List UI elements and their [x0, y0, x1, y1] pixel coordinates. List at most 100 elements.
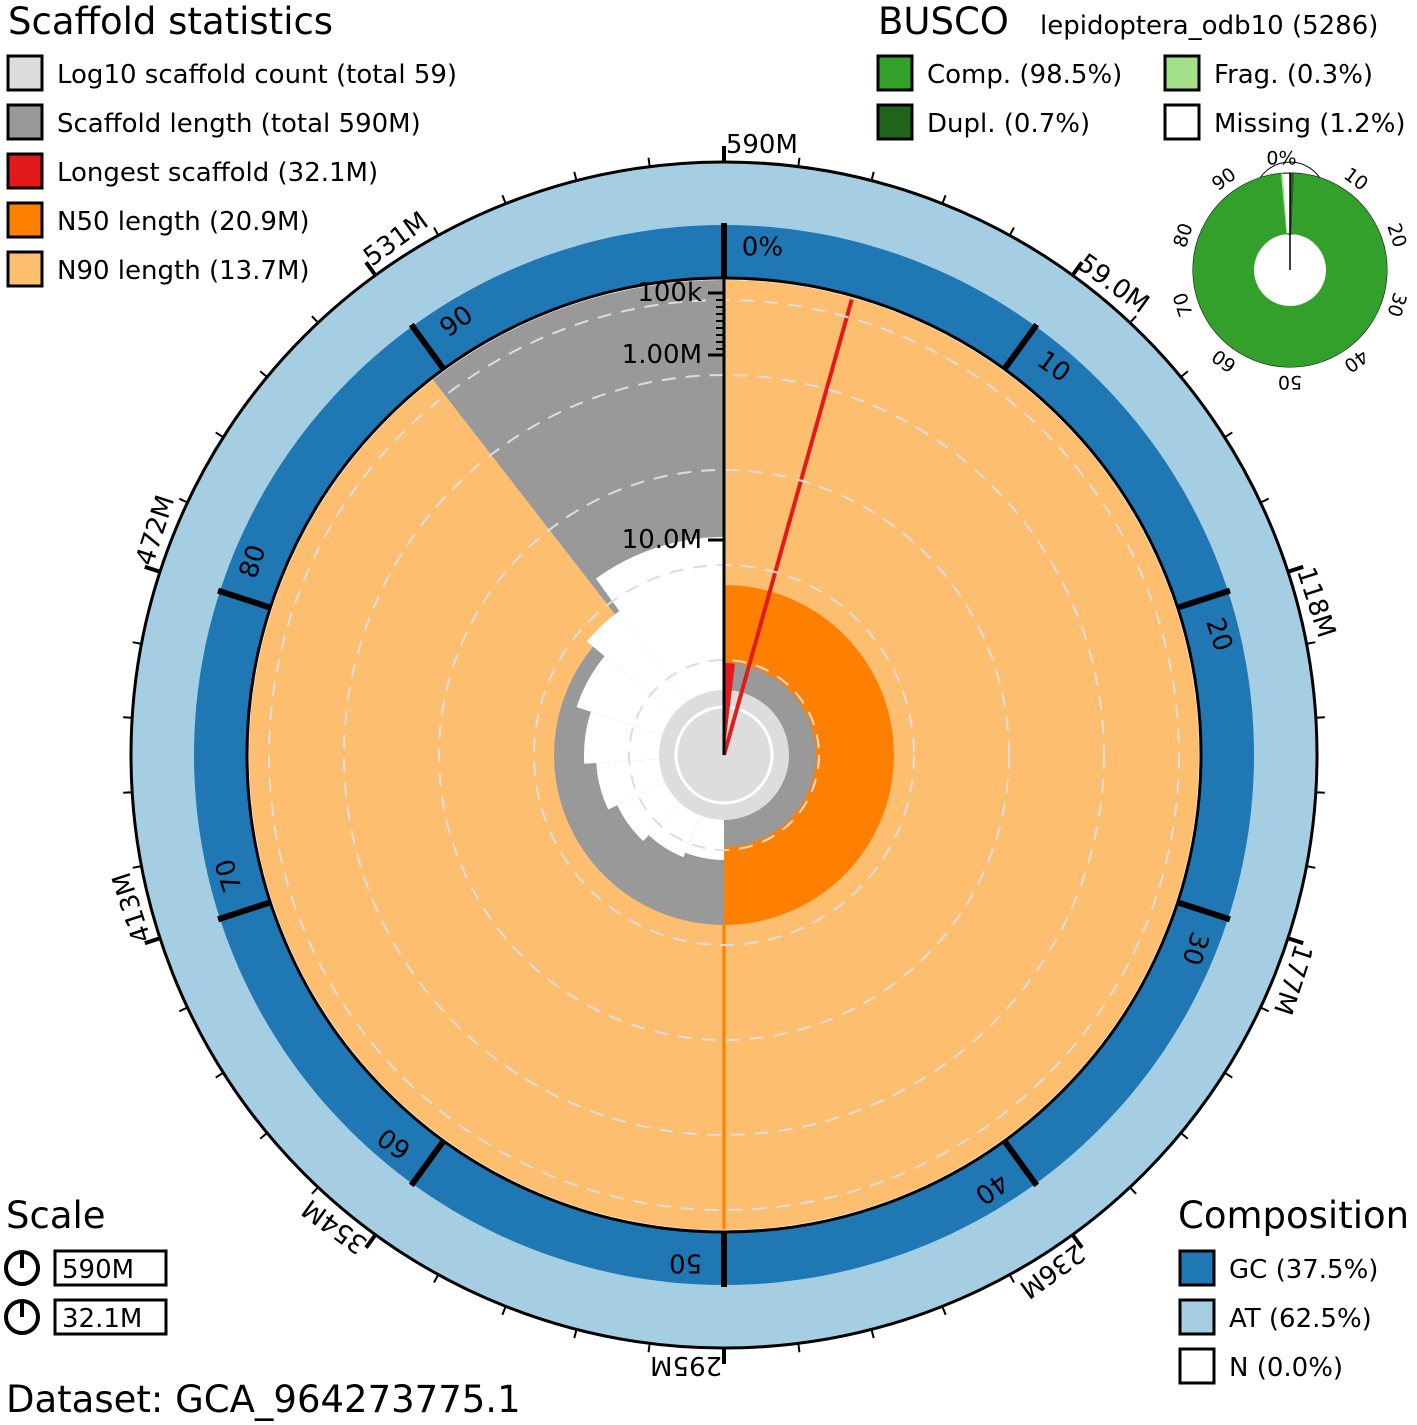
percent-tick-label-5: 50 [669, 1248, 702, 1278]
length-minor-tick-36 [132, 865, 142, 869]
busco-legend-comp-label: Comp. (98.5%) [927, 60, 1122, 90]
length-minor-tick-33 [215, 1071, 224, 1079]
scaffold-legend-n50: N50 length (20.9M) [6, 201, 310, 239]
scaffold-legend-n90-label: N90 length (13.7M) [57, 256, 310, 286]
length-minor-tick-28 [501, 1305, 507, 1316]
length-minor-tick-43 [259, 370, 268, 378]
busco-legend-frag-label: Frag. (0.3%) [1214, 60, 1373, 90]
length-tick-6 [364, 1233, 378, 1249]
length-minor-tick-34 [178, 1006, 188, 1013]
composition-legend-at-label: AT (62.5%) [1229, 1304, 1372, 1334]
length-minor-tick-17 [1224, 1071, 1233, 1079]
scaffold-legend-title: Scaffold statistics [8, 0, 333, 43]
length-tick-4 [1070, 1233, 1084, 1249]
busco-legend-dupl-label: Dupl. (0.7%) [927, 109, 1090, 139]
busco-legend-comp-swatch [876, 54, 914, 92]
busco-tick-label-2: 20 [1382, 220, 1410, 250]
scale-legend-title: Scale [6, 1194, 106, 1237]
scaffold-legend-count: Log10 scaffold count (total 59) [6, 54, 457, 92]
length-minor-tick-12 [1315, 716, 1325, 719]
composition-legend-gc: GC (37.5%) [1178, 1249, 1378, 1287]
busco-complete-arc [1193, 173, 1387, 367]
busco-tick-label-3: 30 [1382, 290, 1410, 320]
composition-legend-n: N (0.0%) [1178, 1347, 1343, 1385]
length-minor-tick-14 [1306, 865, 1316, 869]
scaffold-legend-length: Scaffold length (total 590M) [6, 103, 421, 141]
busco-legend-missing-label: Missing (1.2%) [1214, 109, 1406, 139]
length-minor-tick-31 [311, 1186, 319, 1195]
length-minor-tick-8 [1224, 431, 1233, 439]
percent-tick-7 [217, 899, 272, 923]
length-minor-tick-3 [941, 194, 947, 205]
radial-tick-label-1: 1.00M [622, 340, 702, 370]
busco-duplicated-arc [1290, 173, 1295, 235]
length-minor-tick-32 [259, 1132, 268, 1140]
percent-tick-label-0: 0% [742, 232, 783, 262]
percent-tick-1 [1001, 322, 1040, 371]
scaffold-legend-count-label: Log10 scaffold count (total 59) [57, 60, 457, 90]
composition-legend-gc-swatch [1178, 1249, 1216, 1287]
length-minor-tick-22 [941, 1305, 947, 1316]
length-minor-tick-26 [647, 1343, 651, 1353]
busco-tick-label-7: 70 [1169, 290, 1197, 320]
length-minor-tick-13 [1315, 791, 1325, 794]
length-minor-tick-49 [647, 157, 651, 167]
scale-box-0 [53, 1249, 168, 1287]
length-minor-tick-48 [573, 171, 578, 181]
composition-legend-at: AT (62.5%) [1178, 1298, 1372, 1336]
percent-tick-9 [408, 322, 447, 371]
length-minor-tick-41 [178, 497, 188, 504]
busco-legend-frag: Frag. (0.3%) [1163, 54, 1373, 92]
busco-legend-dupl-swatch [876, 103, 914, 141]
busco-legend-title: BUSCO [878, 0, 1009, 43]
busco-legend-missing: Missing (1.2%) [1163, 103, 1406, 141]
length-minor-tick-19 [1129, 1186, 1137, 1195]
scaffold-legend: Scaffold statistics Log10 scaffold count… [6, 0, 457, 288]
busco-tick-label-8: 80 [1169, 220, 1197, 250]
scale-item-0: 590M [4, 1249, 168, 1287]
percent-tick-4 [1001, 1139, 1040, 1188]
percent-tick-3 [1176, 899, 1231, 923]
scaffold-legend-n90-swatch [6, 250, 44, 288]
composition-legend-n-swatch [1178, 1347, 1216, 1385]
composition-legend-n-label: N (0.0%) [1229, 1353, 1343, 1383]
busco-legend-dupl: Dupl. (0.7%) [876, 103, 1090, 141]
radial-tick-label-0: 100k [637, 278, 702, 308]
length-tick-label-0: 590M [726, 130, 798, 160]
length-minor-tick-23 [870, 1329, 875, 1339]
scaffold-legend-n50-swatch [6, 201, 44, 239]
length-minor-tick-7 [1180, 370, 1189, 378]
grid-circle-2 [438, 469, 1010, 1041]
length-minor-tick-44 [311, 315, 319, 324]
length-tick-8 [144, 564, 161, 574]
length-minor-tick-38 [123, 716, 133, 719]
scaffold-legend-n90: N90 length (13.7M) [6, 250, 310, 288]
length-minor-tick-18 [1180, 1132, 1189, 1140]
length-tick-label-5: 295M [650, 1350, 722, 1380]
length-minor-tick-24 [797, 1343, 801, 1353]
grid-circle-0 [628, 659, 820, 851]
scale-legend: Scale 590M 32.1M [4, 1194, 168, 1336]
length-minor-tick-6 [1129, 315, 1137, 324]
length-minor-tick-1 [797, 157, 801, 167]
length-minor-tick-46 [433, 226, 440, 236]
composition-legend-title: Composition [1178, 1194, 1409, 1237]
radial-tick-label-2: 10.0M [622, 525, 702, 555]
composition-legend: Composition GC (37.5%) AT (62.5%) N (0.0%) [1178, 1194, 1409, 1385]
scale-item-1: 32.1M [4, 1298, 168, 1336]
length-minor-tick-11 [1306, 641, 1316, 645]
busco-tick-label-0: 0% [1266, 147, 1296, 169]
scaffold-legend-length-label: Scaffold length (total 590M) [57, 109, 421, 139]
busco-legend: BUSCO lepidoptera_odb10 (5286) Comp. (98… [876, 0, 1406, 141]
length-minor-tick-37 [123, 791, 133, 794]
length-tick-9 [364, 261, 378, 277]
length-minor-tick-16 [1260, 1006, 1270, 1013]
longest-wedge [724, 663, 735, 755]
scaffold-legend-count-swatch [6, 54, 44, 92]
length-minor-tick-47 [501, 194, 507, 205]
scaffold-legend-length-swatch [6, 103, 44, 141]
percent-tick-6 [408, 1139, 447, 1188]
scaffold-legend-longest: Longest scaffold (32.1M) [6, 152, 378, 190]
